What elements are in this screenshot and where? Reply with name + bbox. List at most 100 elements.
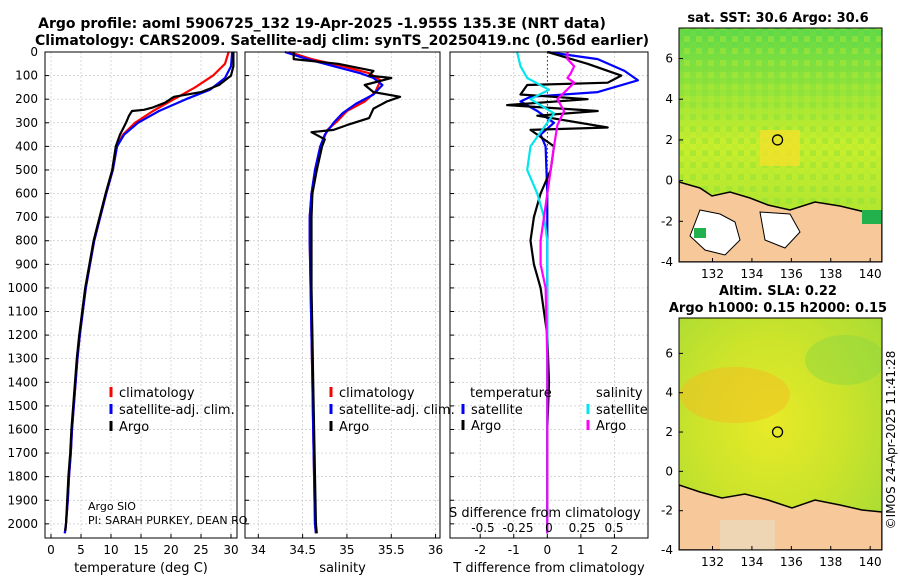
legend-title-salinity: salinity <box>596 386 643 401</box>
difference-panel: -2 -1 0 1 2 T difference from climatology temp… <box>449 50 649 576</box>
x-tick-label: 36 <box>428 543 443 557</box>
sla-map-panel: Altim. SLA: 0.22 Argo h1000: 0.15 h2000:… <box>661 284 887 569</box>
y-tick-label: 600 <box>15 187 38 201</box>
y-tick-label: 1700 <box>7 446 38 460</box>
y-tick-label: 1000 <box>7 281 38 295</box>
map-y-tick-label: -4 <box>661 543 673 557</box>
secondary-axis-label: S difference from climatology <box>449 506 641 521</box>
x-tick-label: -2 <box>474 543 486 557</box>
credit-argo: Argo SIO <box>88 500 136 513</box>
map-y-tick-label: 2 <box>665 425 673 439</box>
legend-label: Argo <box>596 419 626 434</box>
map-y-tick-label: 6 <box>665 346 673 360</box>
map-x-tick-label: 138 <box>819 555 842 569</box>
y-tick-label: 800 <box>15 234 38 248</box>
legend-label: Argo <box>471 419 501 434</box>
secondary-tick-label: 0.25 <box>569 521 596 535</box>
x-axis-label: temperature (deg C) <box>74 561 208 576</box>
map-y-tick-label: 0 <box>665 464 673 478</box>
map-x-tick-label: 140 <box>859 555 882 569</box>
sla-map-subtitle: Argo h1000: 0.15 h2000: 0.15 <box>669 301 887 316</box>
x-tick-label: 34.5 <box>289 543 316 557</box>
map-x-tick-label: 134 <box>740 267 763 281</box>
map-y-tick-label: 2 <box>665 133 673 147</box>
y-tick-label: 400 <box>15 139 38 153</box>
sst-map-panel: sat. SST: 30.6 Argo: 30.6 132 134 136 138 14… <box>661 11 883 281</box>
legend-label: Argo <box>119 420 149 435</box>
x-tick-label: 35.5 <box>378 543 405 557</box>
series-line-satellite-adj-clim- <box>63 51 234 534</box>
map-x-tick-label: 136 <box>780 267 803 281</box>
timestamp: ©IMOS 24-Apr-2025 11:41:28 <box>884 351 898 530</box>
x-tick-label: 2 <box>611 543 619 557</box>
series-line-argo <box>292 52 402 534</box>
x-tick-label: 34 <box>251 543 266 557</box>
x-tick-label: 0 <box>47 543 55 557</box>
map-y-tick-label: 4 <box>665 92 673 106</box>
map-x-tick-label: 138 <box>819 267 842 281</box>
x-tick-label: 10 <box>103 543 118 557</box>
secondary-tick-label: 0.5 <box>604 521 623 535</box>
legend-label: satellite <box>471 403 523 418</box>
map-y-tick-label: 4 <box>665 386 673 400</box>
series-line-argo <box>64 52 235 531</box>
map-y-tick-label: -2 <box>661 214 673 228</box>
sst-cool-patch-2 <box>694 228 706 238</box>
y-tick-label: 1100 <box>7 305 38 319</box>
map-x-tick-label: 132 <box>701 555 724 569</box>
sst-cool-patch <box>862 210 882 224</box>
x-tick-label: 15 <box>133 543 148 557</box>
series-line-s-argo <box>539 52 576 534</box>
x-axis-label: T difference from climatology <box>452 561 645 576</box>
x-axis-label: salinity <box>319 561 366 576</box>
sst-map-axes: 132 134 136 138 140 -4 -2 0 2 4 6 <box>661 52 882 281</box>
x-tick-label: 1 <box>577 543 585 557</box>
y-tick-label: 1400 <box>7 375 38 389</box>
map-x-tick-label: 136 <box>780 555 803 569</box>
sst-map-frame <box>678 27 883 263</box>
legend-label: climatology <box>119 386 195 401</box>
y-tick-label: 1200 <box>7 328 38 342</box>
salinity-panel: 34 34.5 35 35.5 36 salinity climatology satelli… <box>244 50 455 576</box>
sst-missing-data <box>689 209 741 256</box>
y-tick-label: 1600 <box>7 422 38 436</box>
sst-map-title: sat. SST: 30.6 Argo: 30.6 <box>687 11 868 26</box>
axes-frame <box>244 51 441 539</box>
y-tick-label: 1500 <box>7 399 38 413</box>
legend-label: satellite <box>596 403 648 418</box>
x-tick-label: 35 <box>339 543 354 557</box>
sst-missing-data-2 <box>759 211 801 249</box>
sla-land-shade <box>720 520 775 550</box>
figure-title-line1: Argo profile: aoml 5906725_132 19-Apr-20… <box>38 16 606 32</box>
map-y-tick-label: 0 <box>665 174 673 188</box>
axes-frame <box>44 51 238 539</box>
map-x-tick-label: 140 <box>859 267 882 281</box>
secondary-tick-label: -0.25 <box>502 521 533 535</box>
x-tick-label: 5 <box>77 543 85 557</box>
series-line-climatology <box>63 51 230 534</box>
legend-label: climatology <box>339 386 415 401</box>
secondary-tick-label: -0.5 <box>471 521 494 535</box>
sla-high-region <box>680 367 790 423</box>
sla-low-region <box>805 335 882 385</box>
y-tick-label: 100 <box>15 69 38 83</box>
y-tick-label: 500 <box>15 163 38 177</box>
legend-label: satellite-adj. clim. <box>339 403 455 418</box>
y-tick-label: 200 <box>15 92 38 106</box>
y-tick-label: 300 <box>15 116 38 130</box>
credit-pi: PI: SARAH PURKEY, DEAN RO <box>88 514 248 527</box>
x-tick-label: 30 <box>223 543 238 557</box>
sla-argo-location-marker <box>771 426 784 438</box>
map-y-tick-label: -4 <box>661 255 673 269</box>
map-x-tick-label: 134 <box>740 555 763 569</box>
axes-frame <box>449 51 649 539</box>
figure-title-line2: Climatology: CARS2009. Satellite-adj cli… <box>35 33 649 49</box>
x-tick-label: -1 <box>508 543 520 557</box>
y-tick-label: 900 <box>15 257 38 271</box>
map-x-tick-label: 132 <box>701 267 724 281</box>
x-tick-label: 20 <box>163 543 178 557</box>
x-tick-label: 0 <box>544 543 552 557</box>
series-line-t-satellite <box>519 50 639 534</box>
y-tick-label: 1900 <box>7 493 38 507</box>
legend-title-temperature: temperature <box>470 386 552 401</box>
